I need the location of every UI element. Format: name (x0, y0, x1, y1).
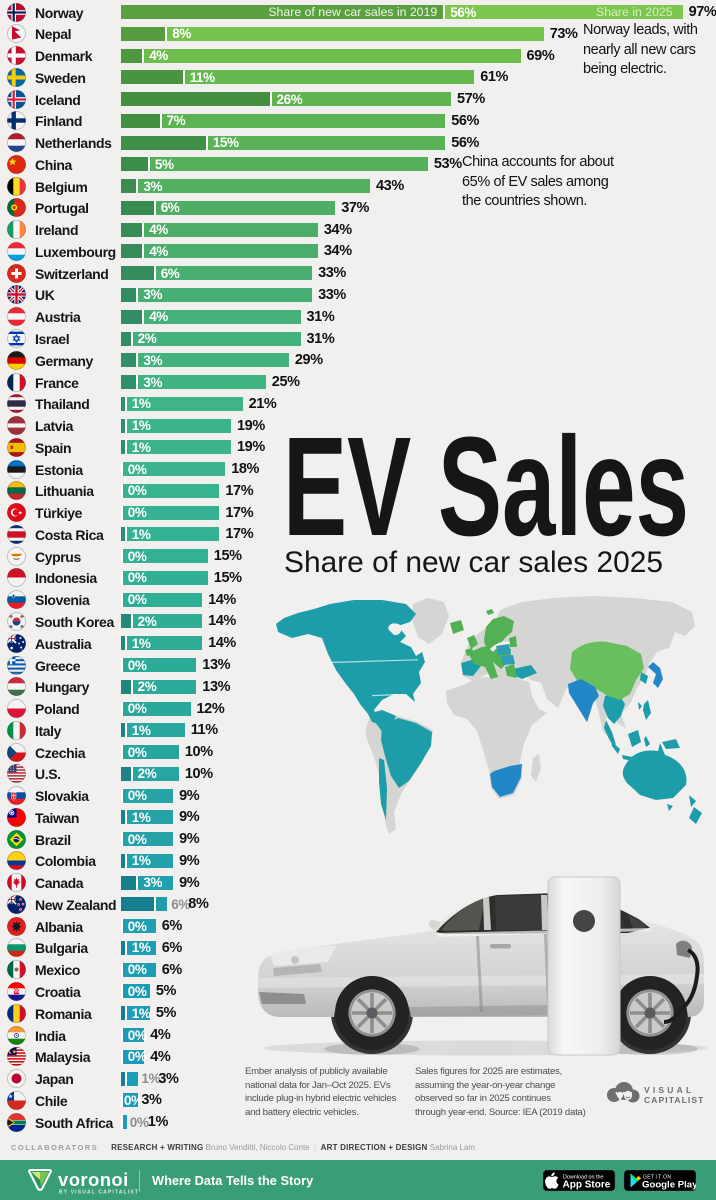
svg-text:Google Play: Google Play (642, 1179, 696, 1190)
svg-text:EV Sales: EV Sales (283, 408, 689, 565)
svg-text:App Store: App Store (563, 1180, 611, 1191)
svg-text:Where Data Tells the Story: Where Data Tells the Story (152, 1173, 314, 1188)
svg-text:Download on the: Download on the (563, 1174, 603, 1180)
svg-text:Share of new car sales 2025: Share of new car sales 2025 (284, 546, 663, 579)
svg-text:CAPITALIST: CAPITALIST (644, 1095, 704, 1105)
svg-text:GET IT ON: GET IT ON (643, 1174, 671, 1180)
svg-text:voronoi: voronoi (58, 1169, 129, 1190)
svg-text:BY VISUAL CAPITALIST: BY VISUAL CAPITALIST (59, 1190, 139, 1196)
svg-text:VISUAL: VISUAL (644, 1085, 694, 1095)
